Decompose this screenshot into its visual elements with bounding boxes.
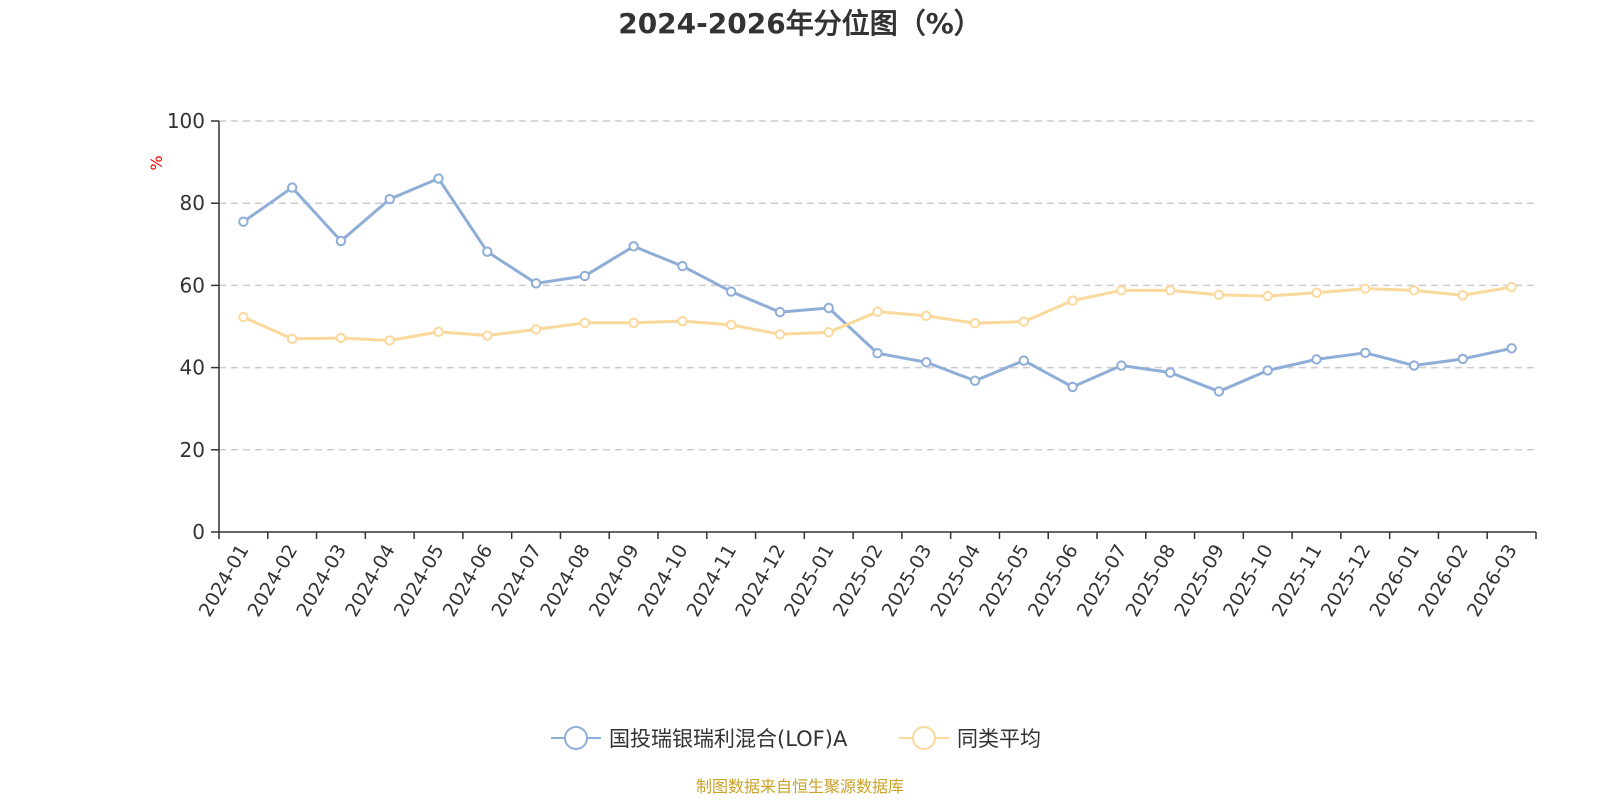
data-point	[1018, 355, 1030, 366]
axes	[211, 120, 1537, 539]
data-point	[1408, 360, 1420, 371]
data-point	[384, 193, 395, 205]
data-point	[579, 270, 591, 282]
data-point	[530, 278, 542, 289]
data-point	[1213, 386, 1225, 397]
data-point	[969, 318, 981, 329]
legend-item-1[interactable]: 国投瑞银瑞利混合(LOF)A	[551, 726, 848, 751]
data-point	[872, 348, 883, 359]
legend[interactable]: 国投瑞银瑞利混合(LOF)A 同类平均	[551, 726, 1041, 751]
series-lines	[238, 173, 1517, 397]
y-tick-label-40: 40	[180, 356, 205, 380]
y-axis-unit: %	[147, 155, 166, 170]
data-point	[433, 173, 444, 184]
y-tick-label-20: 20	[180, 438, 205, 462]
data-point	[823, 302, 834, 314]
data-point	[530, 324, 542, 335]
source-note: 制图数据来自恒生聚源数据库	[696, 777, 904, 796]
data-point	[823, 327, 834, 338]
data-point	[774, 306, 786, 318]
y-tick-label-80: 80	[180, 191, 205, 215]
data-point	[1116, 360, 1127, 371]
data-point	[1506, 343, 1517, 354]
data-point	[1116, 285, 1127, 296]
data-point	[1262, 365, 1273, 376]
data-point	[384, 335, 395, 346]
data-point	[238, 311, 249, 323]
data-point	[482, 330, 493, 341]
legend-item-2[interactable]: 同类平均	[899, 726, 1041, 751]
data-point	[1262, 290, 1273, 302]
data-point	[433, 326, 444, 338]
y-tick-label-60: 60	[180, 273, 205, 297]
data-point	[872, 306, 883, 317]
y-tick-label-100: 100	[167, 109, 205, 133]
data-point	[1457, 290, 1469, 301]
data-point	[1164, 285, 1176, 296]
data-point	[1360, 347, 1371, 359]
data-point	[286, 333, 298, 345]
data-point	[628, 241, 639, 252]
data-point	[969, 375, 981, 386]
data-point	[725, 319, 737, 331]
data-point	[1311, 354, 1322, 365]
data-point	[677, 315, 688, 327]
data-point	[1311, 287, 1322, 298]
data-point	[335, 235, 347, 247]
data-point	[1164, 367, 1176, 378]
data-point	[921, 310, 932, 322]
data-point	[1213, 289, 1225, 301]
grid-lines	[219, 120, 1536, 451]
data-point	[238, 216, 249, 227]
chart-title: 2024-2026年分位图（%）	[618, 7, 982, 40]
data-point	[1408, 285, 1420, 296]
data-point	[1506, 281, 1517, 293]
data-point	[286, 182, 298, 193]
data-point	[725, 286, 737, 297]
data-point	[482, 246, 493, 257]
data-point	[921, 357, 932, 368]
data-point	[1457, 353, 1469, 365]
y-tick-labels: 0 20 40 60 80 100	[167, 109, 205, 544]
legend-swatch-marker	[912, 726, 936, 750]
x-tick-labels: 2024-012024-022024-032024-042024-052024-…	[195, 541, 1522, 621]
data-point	[579, 317, 591, 329]
legend-swatch-marker	[564, 726, 588, 750]
legend-label: 国投瑞银瑞利混合(LOF)A	[609, 727, 848, 751]
data-point	[1067, 381, 1078, 393]
y-tick-label-0: 0	[192, 520, 205, 544]
data-point	[1067, 295, 1078, 306]
data-point	[628, 317, 639, 329]
data-point	[1360, 283, 1371, 294]
data-point	[774, 329, 786, 340]
data-point	[677, 260, 688, 272]
data-point	[1018, 316, 1030, 327]
legend-label: 同类平均	[957, 727, 1041, 751]
data-point	[335, 332, 347, 344]
